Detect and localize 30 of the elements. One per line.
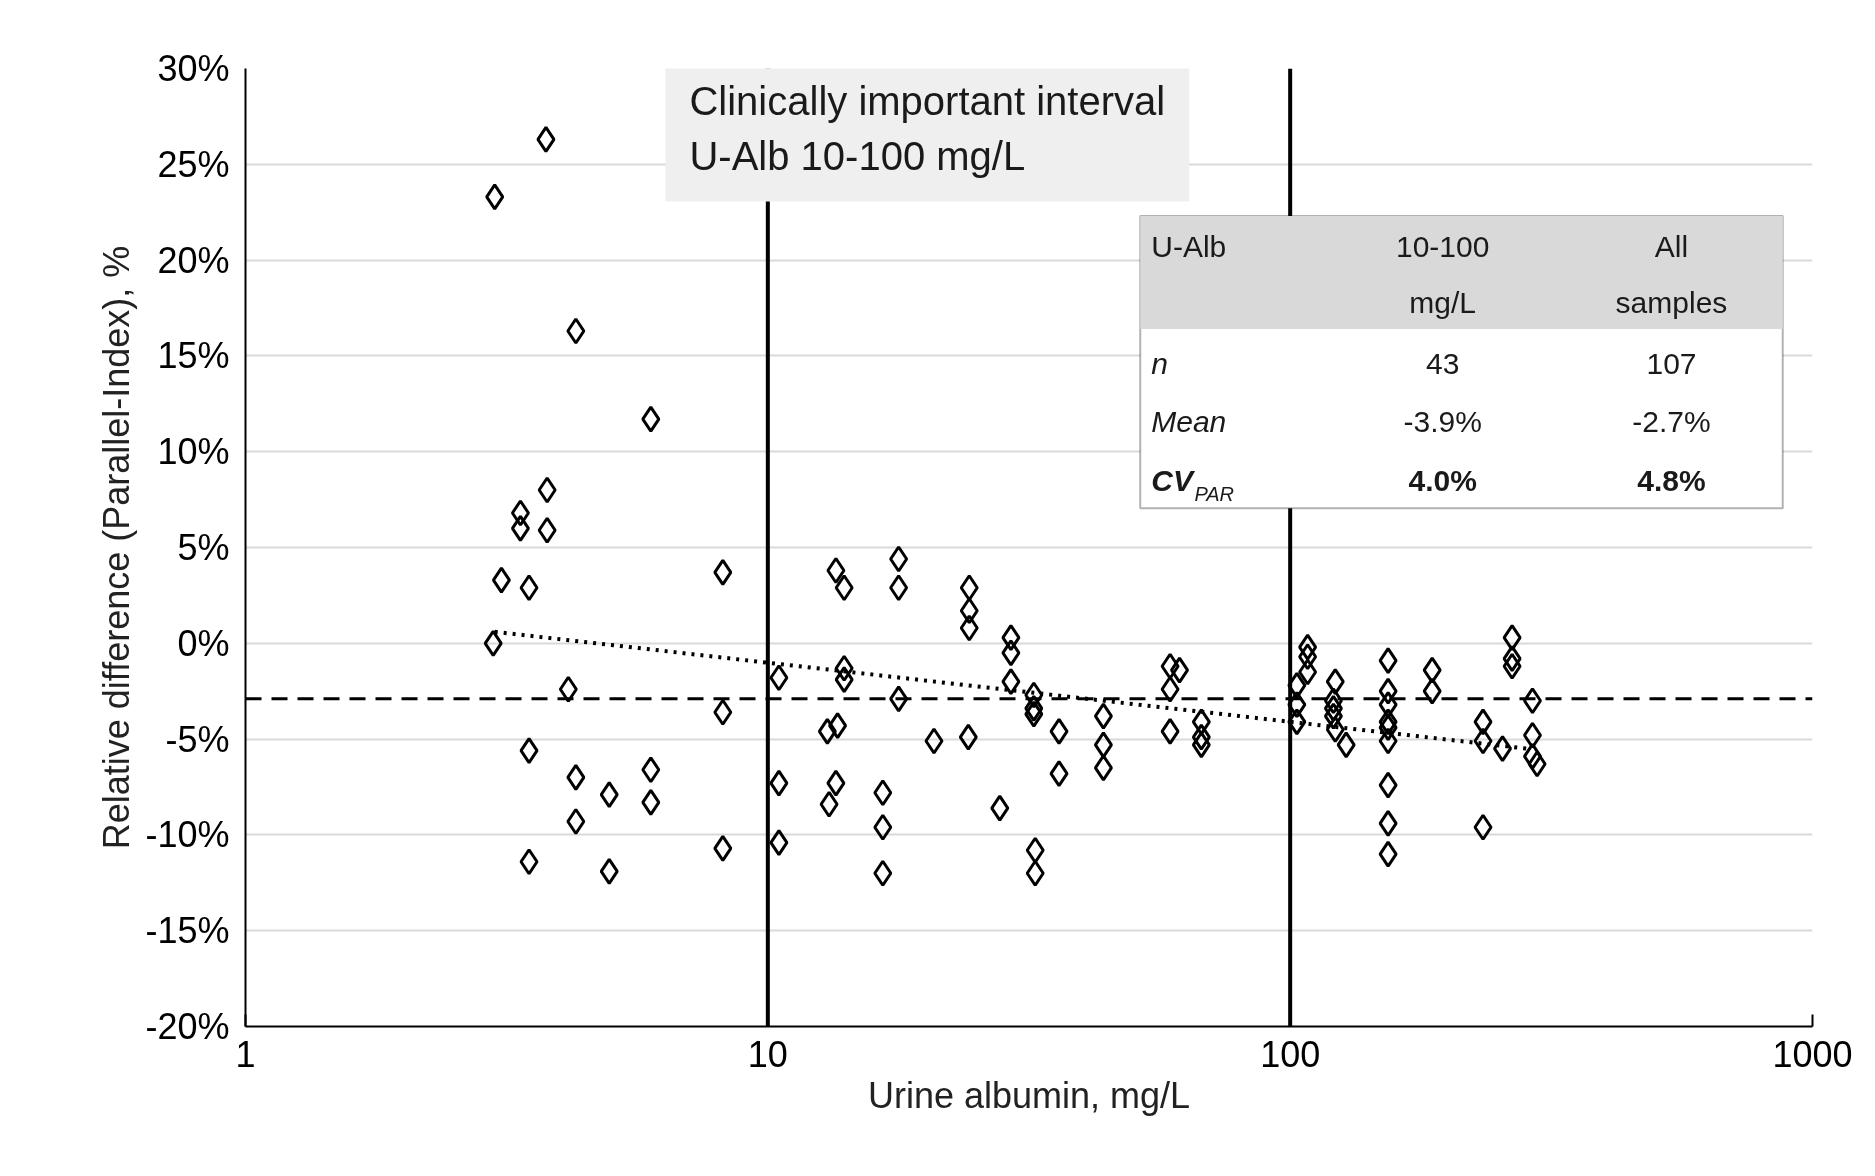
annotation: n <box>1151 347 1168 381</box>
x-tick-label: 1000 <box>1772 1033 1853 1075</box>
y-tick-label: 25% <box>157 143 230 185</box>
y-axis-title: Relative difference (Parallel-Index), % <box>96 245 138 850</box>
x-tick-label: 10 <box>747 1033 788 1075</box>
y-tick-label: -15% <box>145 910 230 952</box>
annotation: All samples <box>1615 230 1728 319</box>
x-tick-label: 1 <box>235 1033 256 1075</box>
annotation: U-Alb <box>1151 230 1227 264</box>
y-tick-label: 30% <box>157 48 230 89</box>
annotation: Mean <box>1151 404 1227 438</box>
annotation: 4.0% <box>1408 463 1477 497</box>
y-tick-label: 20% <box>157 239 230 281</box>
annotation: Clinically important interval <box>689 78 1166 123</box>
y-tick-label: 5% <box>177 527 230 568</box>
annotation: 43 <box>1426 346 1460 380</box>
annotation: -2.7% <box>1632 404 1711 438</box>
annotation: U-Alb 10-100 mg/L <box>689 133 1026 178</box>
annotation: 107 <box>1646 346 1697 380</box>
annotation: 4.8% <box>1637 463 1706 497</box>
y-tick-label: -10% <box>145 814 230 856</box>
y-tick-label: 0% <box>177 622 230 664</box>
y-tick-label: -5% <box>165 718 230 760</box>
y-tick-label: 10% <box>157 431 230 473</box>
y-tick-label: -20% <box>145 1006 230 1047</box>
annotation: 10-100 mg/L <box>1395 229 1490 319</box>
x-tick-label: 100 <box>1260 1033 1321 1075</box>
y-tick-label: 15% <box>157 335 230 377</box>
x-axis-title: Urine albumin, mg/L <box>867 1074 1191 1116</box>
annotation: -3.9% <box>1403 404 1482 438</box>
